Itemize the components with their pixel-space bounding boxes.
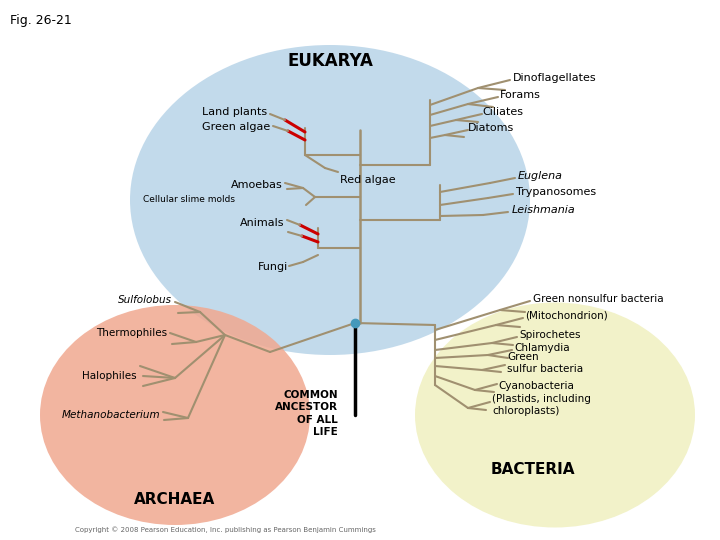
Text: (Plastids, including
chloroplasts): (Plastids, including chloroplasts) xyxy=(492,394,591,416)
Text: Thermophiles: Thermophiles xyxy=(96,328,167,338)
Text: Green
sulfur bacteria: Green sulfur bacteria xyxy=(507,353,583,374)
Text: (Mitochondrion): (Mitochondrion) xyxy=(525,311,608,321)
Text: Copyright © 2008 Pearson Education, Inc. publishing as Pearson Benjamin Cummings: Copyright © 2008 Pearson Education, Inc.… xyxy=(75,526,376,533)
Text: ARCHAEA: ARCHAEA xyxy=(135,492,215,507)
Text: Red algae: Red algae xyxy=(340,175,395,185)
Text: Cellular slime molds: Cellular slime molds xyxy=(143,195,235,205)
Text: COMMON
ANCESTOR
OF ALL
LIFE: COMMON ANCESTOR OF ALL LIFE xyxy=(275,390,338,437)
Text: Animals: Animals xyxy=(240,218,284,228)
Text: Sulfolobus: Sulfolobus xyxy=(118,295,172,305)
Text: Spirochetes: Spirochetes xyxy=(519,330,580,340)
Text: EUKARYA: EUKARYA xyxy=(287,52,373,70)
Ellipse shape xyxy=(415,302,695,528)
Text: Diatoms: Diatoms xyxy=(468,123,514,133)
Text: Cyanobacteria: Cyanobacteria xyxy=(498,381,574,391)
Text: Fig. 26-21: Fig. 26-21 xyxy=(10,14,72,27)
Text: Halophiles: Halophiles xyxy=(82,371,137,381)
Text: Trypanosomes: Trypanosomes xyxy=(516,187,596,197)
Text: BACTERIA: BACTERIA xyxy=(490,462,575,477)
Text: Land plants: Land plants xyxy=(202,107,267,117)
Text: Green nonsulfur bacteria: Green nonsulfur bacteria xyxy=(533,294,664,304)
Ellipse shape xyxy=(40,305,310,525)
Text: Dinoflagellates: Dinoflagellates xyxy=(513,73,597,83)
Text: Chlamydia: Chlamydia xyxy=(514,343,570,353)
Text: Forams: Forams xyxy=(500,90,541,100)
Text: Ciliates: Ciliates xyxy=(482,107,523,117)
Text: Leishmania: Leishmania xyxy=(512,205,576,215)
Ellipse shape xyxy=(130,45,530,355)
Text: Green algae: Green algae xyxy=(202,122,270,132)
Text: Amoebas: Amoebas xyxy=(231,180,283,190)
Text: Fungi: Fungi xyxy=(258,262,288,272)
Text: Methanobacterium: Methanobacterium xyxy=(61,410,160,420)
Text: Euglena: Euglena xyxy=(518,171,563,181)
